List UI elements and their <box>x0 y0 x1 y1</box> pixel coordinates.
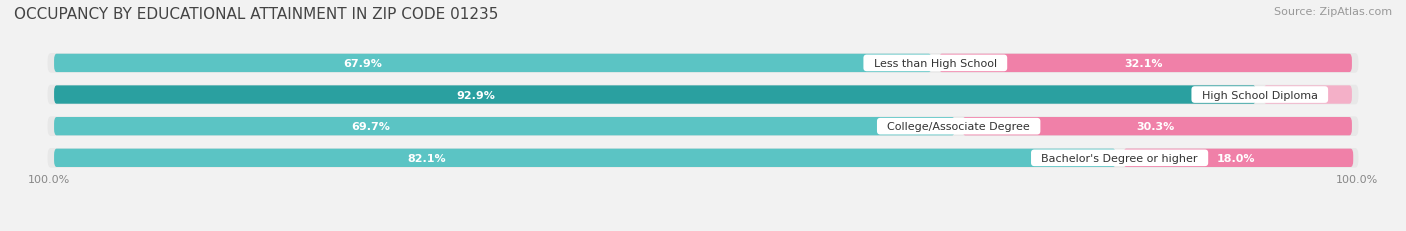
FancyBboxPatch shape <box>53 149 1116 167</box>
Text: 82.1%: 82.1% <box>408 153 446 163</box>
FancyBboxPatch shape <box>53 86 1256 104</box>
Text: College/Associate Degree: College/Associate Degree <box>880 122 1038 132</box>
FancyBboxPatch shape <box>939 55 1353 73</box>
Text: 67.9%: 67.9% <box>343 59 382 69</box>
FancyBboxPatch shape <box>1123 149 1353 167</box>
Text: Less than High School: Less than High School <box>866 59 1004 69</box>
Text: 69.7%: 69.7% <box>352 122 389 132</box>
Text: 92.9%: 92.9% <box>457 90 495 100</box>
FancyBboxPatch shape <box>963 118 1353 136</box>
Text: High School Diploma: High School Diploma <box>1195 90 1324 100</box>
FancyBboxPatch shape <box>48 85 1358 105</box>
FancyBboxPatch shape <box>48 148 1358 168</box>
Text: Bachelor's Degree or higher: Bachelor's Degree or higher <box>1035 153 1205 163</box>
Text: 100.0%: 100.0% <box>1336 175 1378 185</box>
Text: Source: ZipAtlas.com: Source: ZipAtlas.com <box>1274 7 1392 17</box>
Text: 7.1%: 7.1% <box>1291 90 1322 100</box>
FancyBboxPatch shape <box>53 55 931 73</box>
FancyBboxPatch shape <box>53 118 955 136</box>
Text: 32.1%: 32.1% <box>1125 59 1163 69</box>
Text: 18.0%: 18.0% <box>1218 153 1256 163</box>
FancyBboxPatch shape <box>1264 86 1353 104</box>
Text: 100.0%: 100.0% <box>28 175 70 185</box>
Text: 30.3%: 30.3% <box>1136 122 1174 132</box>
FancyBboxPatch shape <box>48 117 1358 136</box>
FancyBboxPatch shape <box>48 54 1358 73</box>
Text: OCCUPANCY BY EDUCATIONAL ATTAINMENT IN ZIP CODE 01235: OCCUPANCY BY EDUCATIONAL ATTAINMENT IN Z… <box>14 7 499 22</box>
